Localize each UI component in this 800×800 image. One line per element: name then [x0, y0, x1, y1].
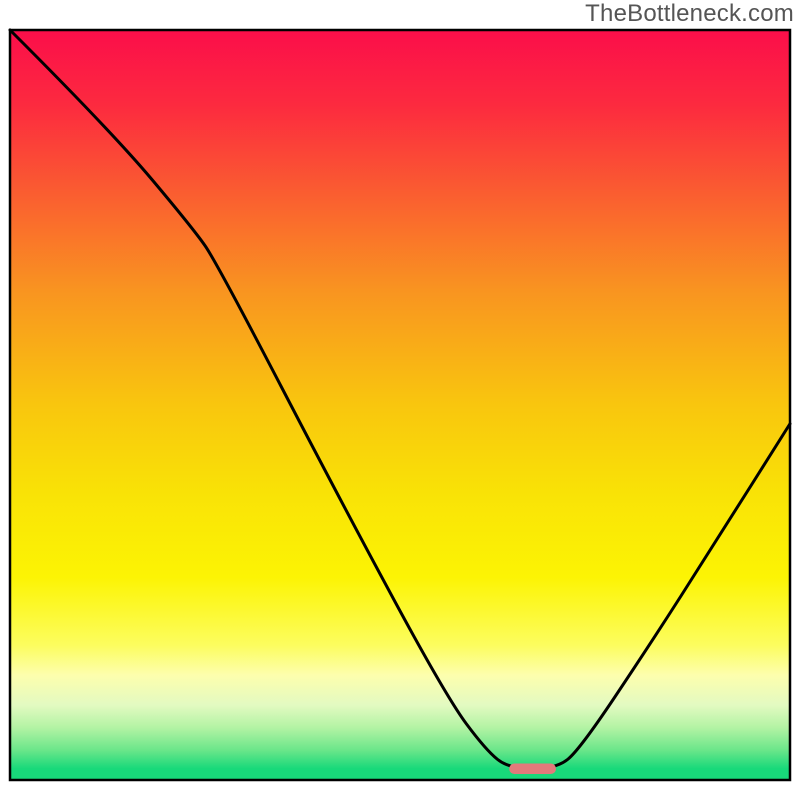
- bottleneck-chart: [0, 0, 800, 800]
- curve-min-marker: [509, 764, 556, 775]
- chart-canvas: TheBottleneck.com: [0, 0, 800, 800]
- watermark-text: TheBottleneck.com: [585, 0, 794, 28]
- plot-background: [10, 30, 790, 780]
